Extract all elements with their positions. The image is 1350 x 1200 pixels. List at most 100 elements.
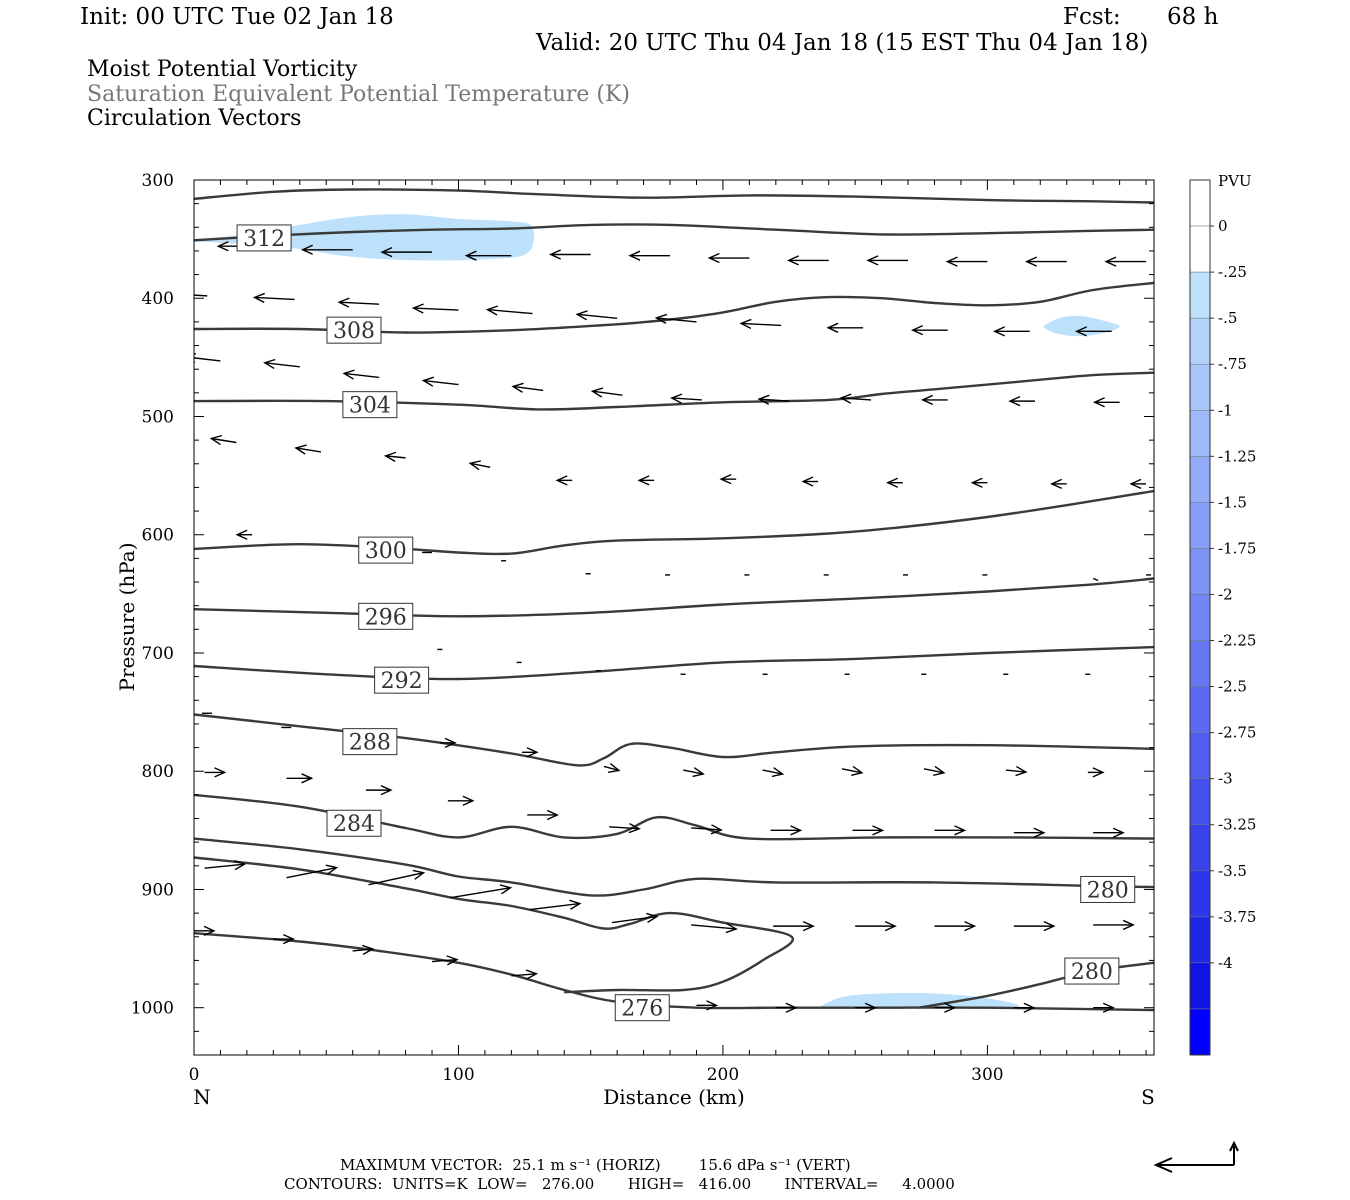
colorbar-swatch [1189,732,1211,779]
vector-arrow [421,376,459,387]
vector-arrow [696,1000,719,1011]
vector-arrow [380,246,433,258]
vector-arrow [521,747,539,758]
colorbar-swatch [1189,962,1211,1010]
contour-line [194,371,1154,411]
contour-label: 292 [374,666,430,694]
vector-arrow [485,305,533,316]
x-tick-label: 0 [189,1065,200,1085]
shaded-field-title: Moist Potential Vorticity [87,57,358,82]
colorbar-frame [1189,179,1211,1056]
y-tick-label: 600 [142,526,174,546]
vector-arrow [691,824,723,835]
valid-time: Valid: 20 UTC Thu 04 Jan 18 (15 EST Thu … [536,30,1149,56]
vector-arrow [590,387,623,398]
colorbar-label: -.25 [1218,263,1247,281]
vector-field-title: Circulation Vectors [87,106,302,131]
y-tick-label: 500 [142,407,174,427]
vector-arrow [204,767,227,778]
contour-label: 304 [342,391,398,419]
vector-arrow [1050,478,1067,490]
colorbar-label: -2.75 [1218,724,1256,742]
colorbar-label: -2 [1218,585,1233,603]
vector-arrow [527,809,559,821]
contour-line [194,489,1154,556]
vector-arrow [252,292,295,304]
vector-arrow [934,1002,957,1013]
contour-line [194,281,1154,334]
max-vector-note: MAXIMUM VECTOR: 25.1 m s⁻¹ (HORIZ) 15.6 … [340,1156,851,1174]
vector-arrow [866,255,909,266]
colorbar-swatch [1189,548,1211,595]
circulation-vectors [194,241,1152,1013]
colorbar-label: -1.75 [1218,539,1256,557]
vector-arrow [1092,397,1120,408]
colorbar-swatch [1189,870,1211,918]
pv-colorbar: PVU 0 -.25 -.5 -.75 -1 -1.25 -1.5 -1.75 -2 -2.25 -… [1189,172,1256,1056]
colorbar-label: -3.25 [1218,816,1256,834]
vector-arrow [548,249,591,260]
contour-line [194,713,1154,767]
north-end-label: N [193,1085,211,1109]
svg-text:284: 284 [333,812,375,837]
vector-arrow [464,250,512,261]
colorbar-swatch [1189,594,1211,641]
svg-text:276: 276 [621,997,663,1022]
vector-arrow [1104,256,1147,267]
vector-arrow [286,773,314,784]
vector-arrow [670,393,702,404]
pv-region [194,214,535,261]
vector-arrow [1129,478,1147,490]
theta-e-contours [194,188,1154,1012]
vector-arrow [691,922,738,934]
y-tick-label: 700 [142,644,174,664]
vector-arrow [923,765,946,776]
contour-label: 296 [358,602,414,630]
contour-label: 280 [1080,875,1136,903]
vector-arrow [555,475,573,486]
forecast-hour: 68 h [1167,4,1219,30]
axis-ticks: 300 400 500 600 700 800 900 1000 0 100 200 300 [131,171,1154,1085]
vector-arrow [855,1002,877,1013]
vector-arrow [628,250,671,261]
colorbar-swatch [1189,363,1211,411]
vector-arrow [707,252,750,264]
y-tick-label: 800 [142,762,174,782]
colorbar-swatch [1189,686,1211,733]
vector-arrow [970,477,988,488]
vector-arrow [826,322,864,333]
init-time: Init: 00 UTC Tue 02 Jan 18 [80,4,394,30]
plot-frame [193,179,1155,1056]
contour-line [194,932,1154,1012]
colorbar-swatch [1189,778,1211,825]
vector-arrow [757,394,790,405]
vector-arrow [342,369,380,380]
svg-text:292: 292 [381,669,423,694]
colorbar-label: -1.5 [1218,493,1247,511]
vector-arrow [411,303,459,314]
vector-arrow [273,933,296,945]
vector-arrow [787,255,829,266]
colorbar-swatch [1189,271,1211,319]
vector-arrow [719,474,737,485]
contour-label: 300 [358,536,414,564]
vector-arrow [194,294,208,297]
vector-arrow [337,297,380,308]
vector-arrow [511,969,539,980]
vector-arrow [773,920,815,932]
vector-arrow [852,825,885,836]
vector-arrow [431,955,459,966]
colorbar-swatch [1189,824,1211,872]
forecast-label: Fcst: [1063,4,1121,30]
vector-arrow [575,310,618,321]
contour-label: 312 [236,224,292,252]
contour-line [194,837,1154,897]
vector-arrow [1093,919,1135,931]
contour-line [194,188,1154,204]
contour-labels: 312 308 304 300 296 292 288 284 280 276 280 [236,224,1136,1022]
vector-arrow [294,444,322,455]
vector-arrow [611,912,659,924]
vector-arrow [194,925,216,936]
vector-arrow [841,765,864,776]
